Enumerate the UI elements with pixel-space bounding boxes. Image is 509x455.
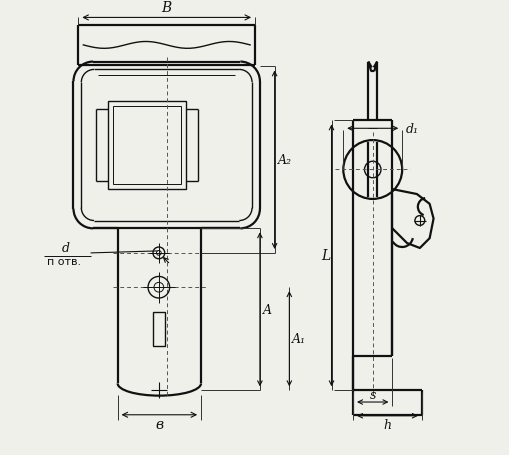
Bar [112,106,181,185]
Text: h: h [383,418,391,431]
Text: d₁: d₁ [405,122,418,136]
Text: в: в [155,417,163,431]
Text: A: A [262,303,271,316]
Text: s: s [369,388,375,401]
Text: L: L [320,249,330,263]
Text: A₁: A₁ [292,333,306,345]
Bar [153,312,164,346]
Text: d: d [62,241,70,254]
Text: B: B [161,1,172,15]
Bar [107,101,186,190]
Text: п отв.: п отв. [47,256,81,266]
Text: A₂: A₂ [277,154,291,167]
